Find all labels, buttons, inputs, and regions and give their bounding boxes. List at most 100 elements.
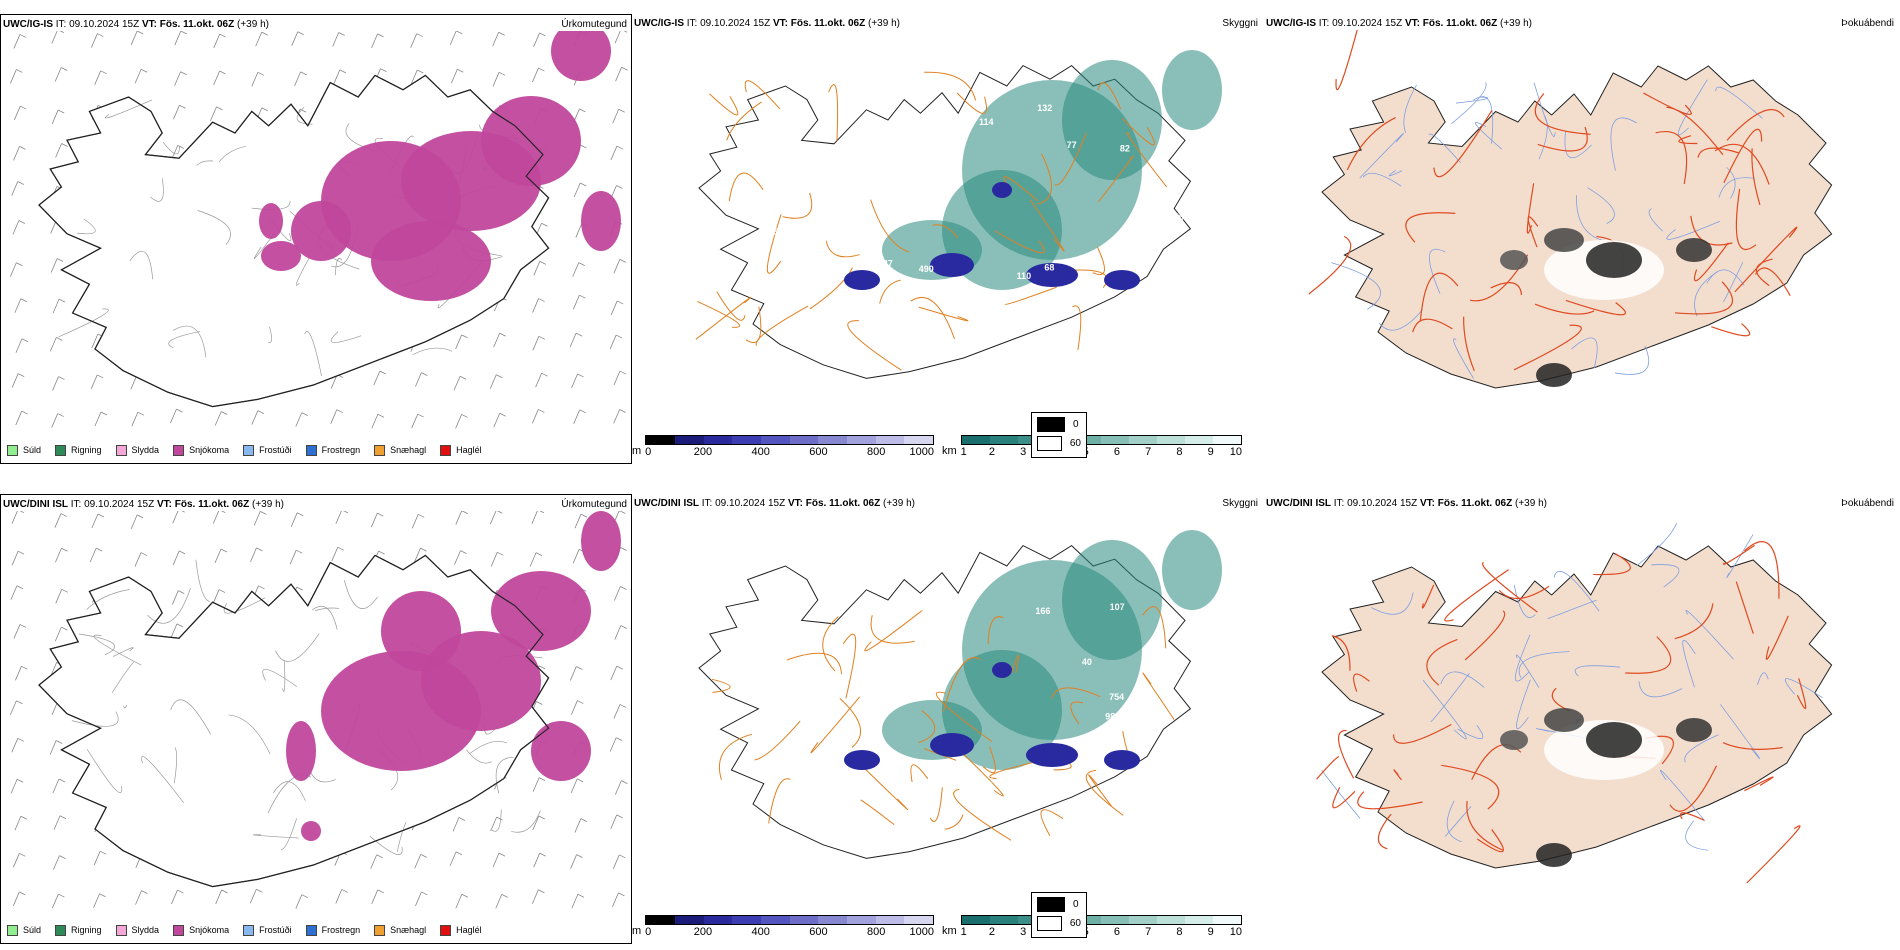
wind-barb xyxy=(91,513,105,529)
fog-legend-1: 0 60 xyxy=(1031,412,1087,458)
wind-barb xyxy=(533,260,547,276)
wind-barb xyxy=(332,32,345,47)
wind-barb xyxy=(569,666,583,681)
river-line xyxy=(1371,592,1414,615)
river-line xyxy=(1422,680,1467,740)
wind-barb xyxy=(532,815,545,831)
wind-barb xyxy=(489,511,503,525)
colorbar-tick: 10 xyxy=(1229,446,1242,458)
wind-barb xyxy=(612,892,625,907)
river-line xyxy=(1513,584,1536,618)
road-line xyxy=(910,296,955,340)
wind-barb xyxy=(571,700,584,715)
wind-barb xyxy=(533,32,546,48)
wind-barb xyxy=(135,890,148,905)
road-line xyxy=(1513,324,1582,371)
road-line xyxy=(267,326,272,343)
colorbar-segment xyxy=(1185,436,1214,444)
wind-barb xyxy=(174,71,187,86)
river-line xyxy=(1362,172,1402,187)
wind-barb xyxy=(12,852,26,868)
precip-panel-title: Úrkomutegund xyxy=(561,19,627,30)
iceland-outline xyxy=(1321,545,1833,869)
road-line xyxy=(93,634,142,666)
wind-barb xyxy=(170,408,183,424)
wind-barb xyxy=(11,550,25,566)
river-line xyxy=(1726,534,1754,579)
road-line xyxy=(141,756,184,804)
colorbar-tick: 0 xyxy=(645,446,652,458)
road-line xyxy=(1010,654,1020,674)
model-name: UWC/DINI ISL xyxy=(1266,498,1331,509)
road-line xyxy=(1643,92,1692,116)
mountain-obscuration-label: 742 xyxy=(980,301,995,311)
wind-barb xyxy=(173,104,186,120)
colorbar-segment xyxy=(1101,916,1130,924)
init-time: IT: 09.10.2024 15Z xyxy=(686,18,771,29)
wind-barb xyxy=(93,893,106,908)
road-line xyxy=(929,787,943,823)
road-line xyxy=(987,616,1004,645)
colorbar-tick: 9 xyxy=(1207,926,1214,938)
wind-barb xyxy=(13,146,26,161)
mountain-obscuration-label: 95 xyxy=(1114,249,1124,259)
colorbar-tick: 400 xyxy=(751,446,770,458)
wind-barb xyxy=(614,780,628,795)
mountain-obscuration-label: 132 xyxy=(1037,103,1052,113)
colorbar-tick: 10 xyxy=(1229,926,1242,938)
wind-barb xyxy=(52,376,65,391)
wind-barb xyxy=(370,854,383,869)
model-name: UWC/IG-IS xyxy=(3,19,53,30)
init-time: IT: 09.10.2024 15Z xyxy=(70,499,155,510)
river-line xyxy=(1514,634,1531,682)
road-line xyxy=(1098,155,1134,202)
road-line xyxy=(262,668,297,687)
road-line xyxy=(864,609,923,652)
wind-barb xyxy=(213,70,226,86)
legend-swatch xyxy=(7,444,18,456)
road-line xyxy=(1393,769,1402,781)
wind-barb xyxy=(12,220,26,235)
colorbar-tick: 8 xyxy=(1176,446,1183,458)
mountain-obscured-area xyxy=(1026,263,1078,287)
legend-label: Snæhagl xyxy=(390,445,427,455)
colorbar-tick: 3 xyxy=(1020,926,1027,938)
precip-title-2: UWC/DINI ISL IT: 09.10.2024 15Z VT: Fös.… xyxy=(3,499,284,510)
colorbar-segment xyxy=(1073,436,1102,444)
colorbar-segment xyxy=(674,916,704,924)
road-line xyxy=(839,697,861,748)
mountain-obscuration-label: 140 xyxy=(915,604,930,614)
valid-time: VT: Fös. 11.okt. 06Z xyxy=(787,498,881,509)
wind-barb xyxy=(415,891,428,907)
legend-label: Snjókoma xyxy=(189,925,230,935)
road-line xyxy=(782,192,813,219)
river-line xyxy=(1457,724,1484,739)
colorbar-segment xyxy=(989,436,1018,444)
mountain-obscuration-label: 114 xyxy=(979,117,994,127)
wind-barb xyxy=(493,332,506,348)
road-line xyxy=(1037,153,1052,205)
wind-barb xyxy=(10,585,24,600)
colorbar-segment xyxy=(674,436,704,444)
road-line xyxy=(1754,267,1791,296)
fog-index-area xyxy=(1586,722,1642,758)
wind-barb xyxy=(492,71,506,87)
legend-label: Rigning xyxy=(71,925,102,935)
height-colorbar-1: m 0 200 400 600 800 1000 xyxy=(632,435,934,458)
road-line xyxy=(196,160,214,166)
colorbar-segment xyxy=(760,916,790,924)
legend-swatch xyxy=(243,444,255,456)
road-line xyxy=(695,296,752,340)
wind-barb xyxy=(490,816,503,832)
wind-barb xyxy=(290,512,304,527)
wind-barb xyxy=(15,410,28,426)
road-line xyxy=(1441,764,1500,810)
river-line xyxy=(1378,309,1423,331)
colorbar-segment xyxy=(732,916,761,924)
wind-barb xyxy=(49,740,63,755)
precip-legend-2: Súld Rigning Slydda Snjókoma Frostúði Frostre… xyxy=(1,918,637,942)
precip-legend-item: Rigning xyxy=(55,924,102,936)
road-line xyxy=(112,647,134,657)
wind-barb xyxy=(210,106,223,122)
wind-barb xyxy=(94,411,108,427)
